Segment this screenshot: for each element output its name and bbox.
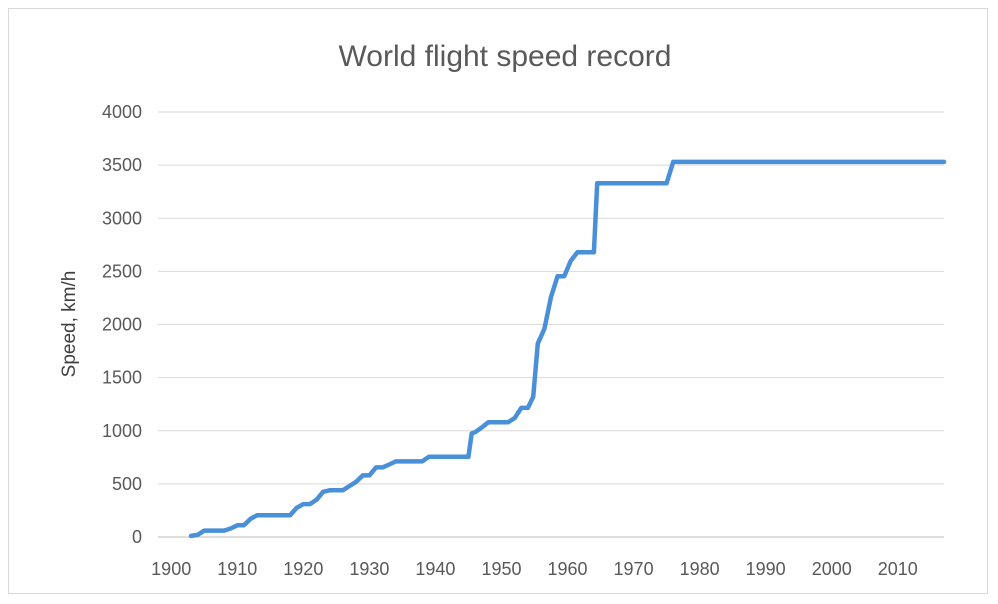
x-tick-label: 2010 bbox=[878, 559, 918, 579]
x-tick-label: 1980 bbox=[680, 559, 720, 579]
x-tick-label: 1990 bbox=[746, 559, 786, 579]
x-tick-label: 1920 bbox=[283, 559, 323, 579]
chart-frame bbox=[8, 8, 988, 594]
x-tick-label: 1930 bbox=[349, 559, 389, 579]
y-tick-label: 3000 bbox=[102, 208, 142, 228]
x-axis-ticks: 1900 1910 1920 1930 1940 1950 1960 1970 1980 1990… bbox=[151, 559, 918, 579]
x-tick-label: 2000 bbox=[812, 559, 852, 579]
y-tick-label: 4000 bbox=[102, 102, 142, 122]
x-tick-label: 1940 bbox=[415, 559, 455, 579]
y-tick-label: 2500 bbox=[102, 261, 142, 281]
series-group bbox=[188, 159, 947, 539]
x-tick-label: 1960 bbox=[547, 559, 587, 579]
y-axis-ticks: 0 500 1000 1500 2000 2500 3000 3500 4000 bbox=[102, 102, 142, 547]
gridlines bbox=[158, 111, 944, 538]
series-line-0 bbox=[188, 159, 947, 539]
chart-title: World flight speed record bbox=[339, 40, 672, 73]
y-tick-label: 1500 bbox=[102, 368, 142, 388]
x-tick-label: 1970 bbox=[614, 559, 654, 579]
y-tick-label: 2000 bbox=[102, 315, 142, 335]
x-tick-label: 1910 bbox=[217, 559, 257, 579]
y-tick-label: 1000 bbox=[102, 421, 142, 441]
y-tick-label: 3500 bbox=[102, 155, 142, 175]
x-tick-label: 1900 bbox=[151, 559, 191, 579]
y-tick-label: 0 bbox=[132, 527, 142, 547]
y-axis-label: Speed, km/h bbox=[59, 271, 80, 378]
y-tick-label: 500 bbox=[112, 474, 142, 494]
x-tick-label: 1950 bbox=[481, 559, 521, 579]
